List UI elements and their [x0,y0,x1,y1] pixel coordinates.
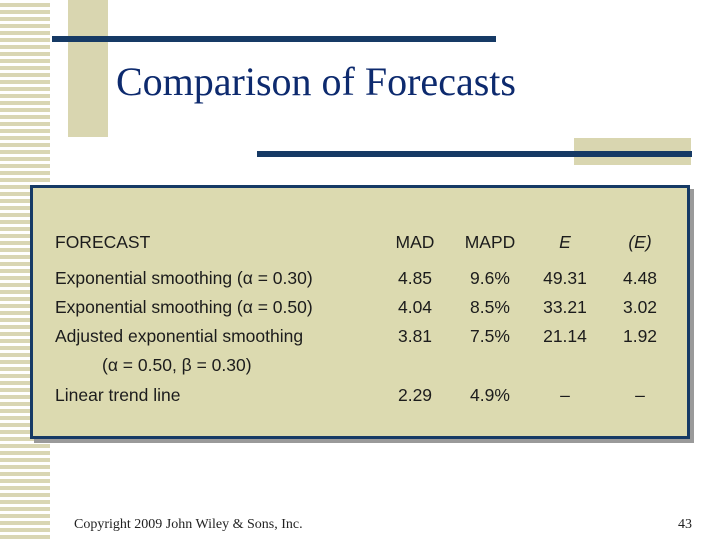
row-mad: 4.85 [397,268,433,288]
row-e-bar: – [635,385,645,405]
row-label: Exponential smoothing (α = 0.50) [55,297,313,317]
header-e-bar: (E) [628,232,652,252]
forecast-table-panel [30,185,690,439]
row-mad: 2.29 [397,385,433,405]
row-mad: 3.81 [397,326,433,346]
row-label: Linear trend line [55,385,181,405]
row-mad: 4.04 [397,297,433,317]
row-e-bar: 4.48 [622,268,658,288]
row-mapd: 9.6% [470,268,510,288]
row-label-continuation: (α = 0.50, β = 0.30) [102,355,252,375]
row-mapd: 8.5% [470,297,510,317]
row-e: – [560,385,570,405]
header-mapd: MAPD [464,232,516,252]
header-mad: MAD [395,232,435,252]
row-mapd: 7.5% [470,326,510,346]
row-label: Adjusted exponential smoothing [55,326,304,346]
header-e: E [559,232,571,252]
row-mapd: 4.9% [470,385,510,405]
title-rule-top [52,36,496,42]
title-rule-bottom [257,151,692,157]
row-e: 33.21 [543,297,587,317]
row-e-bar: 1.92 [622,326,658,346]
slide-title: Comparison of Forecasts [116,59,516,104]
row-e: 49.31 [543,268,587,288]
row-e: 21.14 [543,326,587,346]
page-number: 43 [678,517,692,532]
row-e-bar: 3.02 [622,297,658,317]
row-label: Exponential smoothing (α = 0.30) [55,268,313,288]
header-forecast: FORECAST [55,232,151,252]
decorative-block-left [68,0,108,137]
copyright-footer: Copyright 2009 John Wiley & Sons, Inc. [74,517,303,532]
